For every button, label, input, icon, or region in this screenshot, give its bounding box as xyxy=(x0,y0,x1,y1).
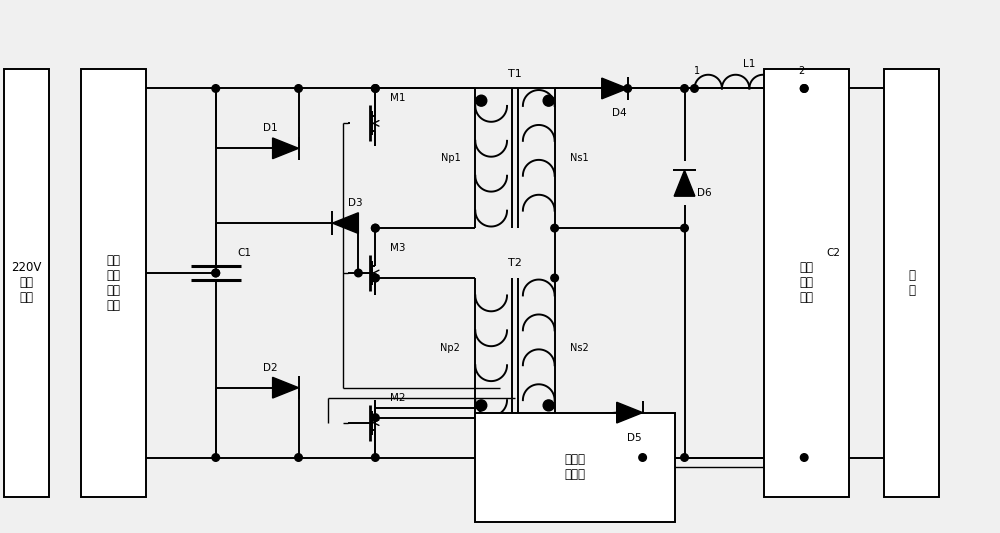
Text: 1: 1 xyxy=(694,66,701,76)
Circle shape xyxy=(295,454,302,461)
Polygon shape xyxy=(674,170,695,196)
Circle shape xyxy=(372,224,379,232)
Circle shape xyxy=(212,269,220,277)
Circle shape xyxy=(295,85,302,92)
Text: 桥式
整流
滤波
电路: 桥式 整流 滤波 电路 xyxy=(107,254,121,312)
Text: T2: T2 xyxy=(508,258,522,268)
Circle shape xyxy=(639,454,646,461)
Text: 反馈控
制电路: 反馈控 制电路 xyxy=(564,454,585,481)
Text: M2: M2 xyxy=(390,393,406,402)
Circle shape xyxy=(212,454,220,461)
Text: Np1: Np1 xyxy=(441,154,460,163)
Text: M1: M1 xyxy=(390,93,406,103)
Polygon shape xyxy=(273,138,299,159)
Circle shape xyxy=(624,85,631,92)
Polygon shape xyxy=(602,78,628,99)
Circle shape xyxy=(800,454,808,461)
Circle shape xyxy=(800,85,808,92)
Polygon shape xyxy=(332,213,358,233)
Text: D4: D4 xyxy=(612,108,627,118)
Polygon shape xyxy=(617,402,643,423)
Bar xyxy=(475,413,675,522)
Circle shape xyxy=(212,269,220,277)
Bar xyxy=(81,69,146,497)
Circle shape xyxy=(212,85,220,92)
Polygon shape xyxy=(273,377,299,398)
Circle shape xyxy=(543,400,554,411)
Circle shape xyxy=(691,85,698,92)
Circle shape xyxy=(372,414,379,422)
Circle shape xyxy=(681,85,688,92)
Circle shape xyxy=(551,224,558,232)
Text: 负
载: 负 载 xyxy=(908,269,915,297)
Circle shape xyxy=(372,224,379,232)
Text: D3: D3 xyxy=(348,198,363,208)
Circle shape xyxy=(476,95,487,106)
Text: T1: T1 xyxy=(508,69,522,78)
Circle shape xyxy=(800,85,808,92)
Bar xyxy=(764,69,849,497)
Circle shape xyxy=(372,274,379,282)
Circle shape xyxy=(681,224,688,232)
Text: 2: 2 xyxy=(798,66,804,76)
Text: D1: D1 xyxy=(263,123,278,133)
Text: Ns2: Ns2 xyxy=(570,343,588,353)
Circle shape xyxy=(372,454,379,461)
Text: C1: C1 xyxy=(238,248,252,258)
Circle shape xyxy=(543,95,554,106)
Bar xyxy=(4,69,49,497)
Text: D6: D6 xyxy=(697,188,712,198)
Text: 倍压
整流
电路: 倍压 整流 电路 xyxy=(800,262,814,304)
Text: 220V
市电
输入: 220V 市电 输入 xyxy=(12,262,42,304)
Circle shape xyxy=(551,274,558,282)
Text: Ns1: Ns1 xyxy=(570,154,588,163)
Text: C2: C2 xyxy=(826,248,840,258)
Bar xyxy=(884,69,939,497)
Circle shape xyxy=(476,400,487,411)
Circle shape xyxy=(355,269,362,277)
Circle shape xyxy=(372,85,379,92)
Text: L1: L1 xyxy=(743,59,756,69)
Text: Np2: Np2 xyxy=(440,343,460,353)
Circle shape xyxy=(372,274,379,282)
Text: M3: M3 xyxy=(390,243,406,253)
Circle shape xyxy=(372,85,379,92)
Text: D5: D5 xyxy=(627,433,642,442)
Text: D2: D2 xyxy=(263,363,278,373)
Circle shape xyxy=(681,454,688,461)
